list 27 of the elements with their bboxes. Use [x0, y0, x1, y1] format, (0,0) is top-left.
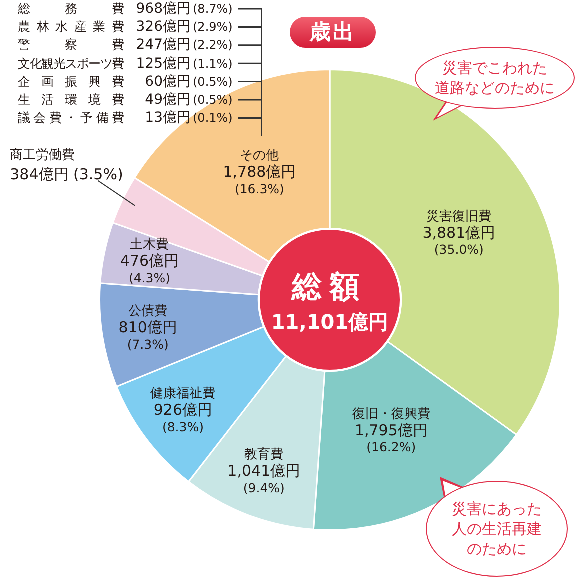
data-label: 384億円 (3.5%) — [10, 166, 124, 184]
data-label: 476億円 (4.3%) — [120, 252, 180, 286]
slice-label: その他 — [240, 148, 280, 164]
text: 議会費・予備費 13億円(0.1%) — [18, 110, 233, 126]
data-label: 3,881億円 (35.0%) — [422, 224, 496, 258]
slice-label: 災害復旧費 — [426, 208, 492, 224]
text: 総務費 968億円(8.7%) — [18, 0, 233, 18]
slice-label: 土木費 — [130, 238, 170, 253]
text: 総額 11,101億円 — [270, 270, 390, 334]
chart-title: 歳出 — [290, 17, 376, 48]
data-label: 810億円 (7.3%) — [118, 318, 178, 352]
text: 災害でこわれた道路などのために — [434, 58, 556, 98]
data-label: 1,788億円 (16.3%) — [223, 163, 296, 196]
text: 災害にあった人の生活再建のために — [451, 499, 543, 559]
text: 文化観光スポーツ費 125億円(1.1%) — [18, 54, 233, 73]
data-label: 926億円 (8.3%) — [154, 401, 213, 435]
slice-label: 健康福祉費 — [150, 386, 216, 402]
slice-label: 教育費 — [244, 446, 284, 462]
slice-label: 復旧・復興費 — [352, 406, 430, 422]
text: 生活環境費 49億円(0.5%) — [18, 91, 233, 109]
text: 企画振興費 60億円(0.5%) — [18, 72, 233, 91]
slice-label: 公債費 — [128, 304, 168, 320]
data-label: 1,795億円 (16.2%) — [354, 421, 428, 455]
data-label: 1,041億円 (9.4%) — [228, 462, 301, 496]
text: 警察費 247億円(2.2%) — [18, 36, 233, 54]
text: 農林水産業費 326億円(2.9%) — [18, 18, 233, 36]
slice-label: 商工労働費 — [10, 148, 76, 164]
